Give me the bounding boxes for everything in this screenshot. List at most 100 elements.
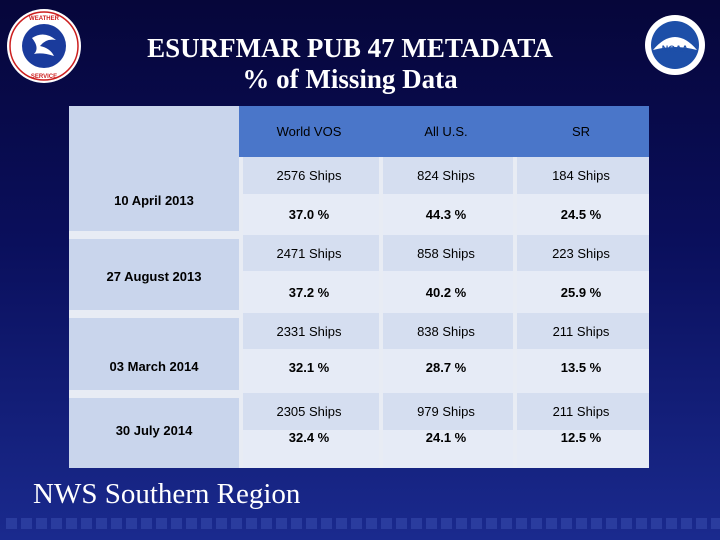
decorative-square — [306, 518, 317, 529]
col-divider — [379, 157, 383, 468]
ships-cell: 979 Ships — [417, 404, 475, 419]
row-date: 30 July 2014 — [69, 393, 239, 468]
decorative-square — [591, 518, 602, 529]
decorative-square — [711, 518, 720, 529]
missing-data-table: World VOS All U.S. SR 10 April 2013 2576… — [69, 106, 649, 468]
decorative-square — [141, 518, 152, 529]
header-band — [239, 106, 649, 157]
decorative-square — [531, 518, 542, 529]
decorative-square — [606, 518, 617, 529]
decorative-square — [96, 518, 107, 529]
pct-band — [239, 271, 649, 313]
ships-band — [239, 235, 649, 271]
decorative-square — [681, 518, 692, 529]
decorative-square — [201, 518, 212, 529]
header-empty-cell — [69, 106, 239, 157]
decorative-square — [501, 518, 512, 529]
row-divider — [69, 231, 239, 239]
pct-cell: 40.2 % — [425, 284, 467, 300]
decorative-square — [456, 518, 467, 529]
decorative-square — [156, 518, 167, 529]
decorative-square — [696, 518, 707, 529]
decorative-square — [516, 518, 527, 529]
ships-cell: 838 Ships — [417, 323, 475, 339]
ships-band — [239, 313, 649, 349]
decorative-square — [51, 518, 62, 529]
slide-title: ESURFMAR PUB 47 METADATA — [147, 33, 553, 63]
decorative-square — [6, 518, 17, 529]
ships-cell: 2576 Ships — [276, 168, 342, 183]
row-date: 03 March 2014 — [69, 313, 239, 393]
header-sr: SR — [571, 124, 591, 139]
pct-cell: 28.7 % — [425, 359, 467, 375]
row-date: 10 April 2013 — [69, 157, 239, 235]
noaa-logo-icon: NOAA — [645, 15, 705, 75]
decorative-square — [111, 518, 122, 529]
footer-text: NWS Southern Region — [33, 478, 301, 510]
pct-cell: 32.4 % — [288, 429, 330, 445]
ships-cell: 824 Ships — [417, 168, 475, 183]
decorative-square — [411, 518, 422, 529]
decorative-square — [561, 518, 572, 529]
decorative-square — [666, 518, 677, 529]
pct-cell: 24.5 % — [560, 207, 602, 222]
svg-text:SERVICE: SERVICE — [31, 74, 57, 80]
decorative-square — [636, 518, 647, 529]
decorative-square — [81, 518, 92, 529]
ships-cell: 2471 Ships — [276, 245, 342, 261]
ships-cell: 2305 Ships — [276, 404, 342, 419]
decorative-square — [576, 518, 587, 529]
nws-logo-icon: WEATHER SERVICE — [7, 9, 81, 83]
svg-text:NOAA: NOAA — [662, 44, 689, 54]
decorative-square — [126, 518, 137, 529]
pct-cell: 13.5 % — [560, 359, 602, 375]
decorative-squares — [6, 518, 720, 529]
pct-cell: 44.3 % — [425, 207, 467, 222]
decorative-square — [621, 518, 632, 529]
pct-cell: 37.2 % — [288, 284, 330, 300]
ships-cell: 184 Ships — [552, 168, 610, 183]
decorative-square — [546, 518, 557, 529]
col-divider — [513, 157, 517, 468]
header-all-us: All U.S. — [424, 124, 468, 139]
col-divider — [239, 157, 243, 468]
decorative-square — [231, 518, 242, 529]
decorative-square — [36, 518, 47, 529]
decorative-square — [261, 518, 272, 529]
decorative-square — [186, 518, 197, 529]
decorative-square — [351, 518, 362, 529]
row-divider — [69, 390, 239, 398]
decorative-square — [441, 518, 452, 529]
decorative-square — [321, 518, 332, 529]
decorative-square — [171, 518, 182, 529]
ships-cell: 211 Ships — [552, 323, 610, 339]
pct-cell: 12.5 % — [560, 429, 602, 445]
pct-cell: 37.0 % — [288, 207, 330, 222]
pct-cell: 24.1 % — [425, 429, 467, 445]
decorative-square — [366, 518, 377, 529]
pct-band — [239, 430, 649, 468]
decorative-square — [396, 518, 407, 529]
ships-band — [239, 393, 649, 430]
decorative-square — [276, 518, 287, 529]
decorative-square — [486, 518, 497, 529]
pct-cell: 32.1 % — [288, 359, 330, 375]
decorative-square — [381, 518, 392, 529]
ships-cell: 223 Ships — [552, 245, 610, 261]
slide-subtitle: % of Missing Data — [242, 64, 458, 94]
ships-cell: 2331 Ships — [276, 323, 342, 339]
row-divider — [69, 310, 239, 318]
decorative-square — [246, 518, 257, 529]
decorative-square — [66, 518, 77, 529]
ships-band — [239, 157, 649, 194]
decorative-square — [291, 518, 302, 529]
decorative-square — [21, 518, 32, 529]
decorative-square — [471, 518, 482, 529]
header-world-vos: World VOS — [276, 124, 342, 139]
pct-cell: 25.9 % — [560, 284, 602, 300]
pct-band — [239, 349, 649, 393]
ships-cell: 211 Ships — [552, 404, 610, 419]
decorative-square — [651, 518, 662, 529]
ships-cell: 858 Ships — [417, 245, 475, 261]
decorative-square — [336, 518, 347, 529]
